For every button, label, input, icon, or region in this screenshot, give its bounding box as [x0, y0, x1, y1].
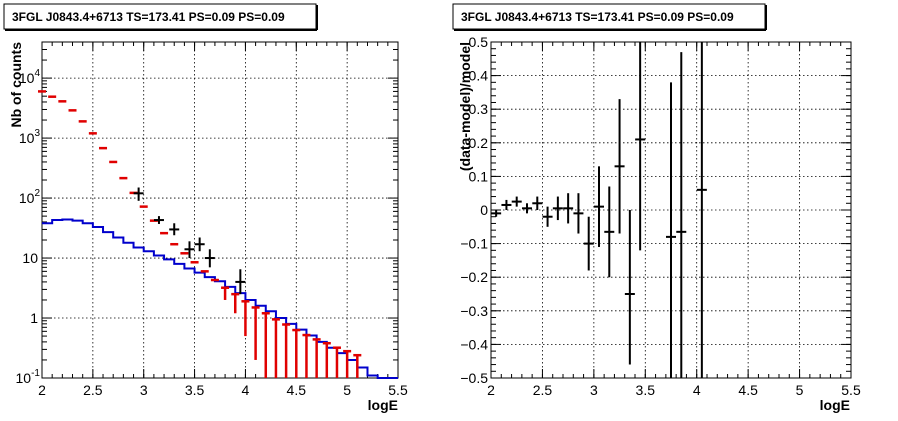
- residual-panel: 3FGL J0843.4+6713 TS=173.41 PS=0.09 PS=0…: [452, 3, 861, 413]
- chart-title: 3FGL J0843.4+6713 TS=173.41 PS=0.09 PS=0…: [12, 10, 285, 24]
- plot-frame: [41, 41, 399, 379]
- x-tick-label: 4: [242, 382, 250, 398]
- y-tick-label: 1: [30, 310, 38, 326]
- x-tick-label: 4.5: [287, 382, 307, 398]
- x-tick-label: 5: [343, 382, 351, 398]
- x-tick-label: 2.5: [83, 382, 103, 398]
- counts-panel: 3FGL J0843.4+6713 TS=173.41 PS=0.09 PS=0…: [3, 3, 408, 413]
- y-tick-label: 0.1: [469, 168, 489, 184]
- x-tick-label: 4: [693, 382, 701, 398]
- title-box: [452, 3, 766, 30]
- x-axis-label: logE: [368, 397, 398, 413]
- y-axis-label: Nb of counts: [8, 42, 24, 128]
- y-tick-label: −0.1: [460, 236, 488, 252]
- y-tick-label: 10-1: [16, 368, 41, 386]
- x-tick-label: 3: [590, 382, 598, 398]
- y-tick-label: 103: [19, 128, 41, 146]
- plot-area: 2 2.5 3 3.5 4 4.5 5 5.5 −0.5 −0.4 −0.3 −0.2 −0.1 0 0.1…: [460, 34, 861, 398]
- y-tick-label: −0.2: [460, 269, 488, 285]
- y-tick-label: −0.5: [460, 370, 488, 386]
- x-tick-label: 5: [796, 382, 804, 398]
- x-tick-label: 4.5: [738, 382, 758, 398]
- x-axis-label: logE: [820, 397, 850, 413]
- x-tick-label: 5.5: [388, 382, 408, 398]
- y-tick-label: 0.5: [469, 34, 489, 50]
- x-tick-label: 3.5: [636, 382, 656, 398]
- y-tick-label: 0.4: [469, 68, 489, 84]
- plot-area: 2 2.5 3 3.5 4 4.5 5 5.5 10-1 1 10 102 103 104: [16, 41, 408, 398]
- x-tick-label: 2: [487, 382, 495, 398]
- y-tick-label: 0.3: [469, 101, 489, 117]
- model-step-line: [42, 218, 398, 379]
- chart-title: 3FGL J0843.4+6713 TS=173.41 PS=0.09 PS=0…: [461, 10, 734, 24]
- title-box: [3, 3, 317, 30]
- y-tick-label: −0.4: [460, 336, 488, 352]
- x-tick-label: 2.5: [533, 382, 553, 398]
- y-tick-label: 10: [22, 250, 38, 266]
- x-tick-label: 3.5: [185, 382, 205, 398]
- x-tick-label: 3: [140, 382, 148, 398]
- x-tick-label: 2: [38, 382, 46, 398]
- x-tick-label: 5.5: [841, 382, 861, 398]
- y-axis-label: (data-model)/model: [457, 42, 473, 171]
- y-tick-label: 0: [480, 202, 488, 218]
- y-tick-label: 0.2: [469, 135, 489, 151]
- y-tick-label: 102: [19, 188, 41, 206]
- y-tick-label: −0.3: [460, 303, 488, 319]
- y-tick-label: 104: [19, 68, 41, 86]
